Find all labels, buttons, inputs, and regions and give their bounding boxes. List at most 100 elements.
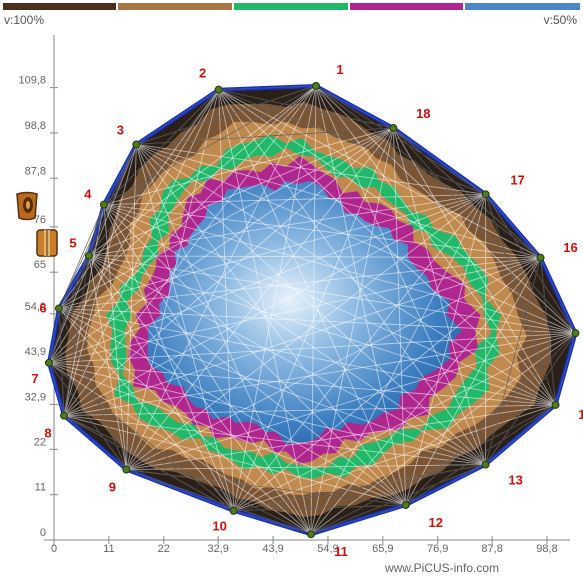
- sensor-point-11[interactable]: [306, 530, 315, 539]
- measurement-path-slow: [58, 255, 90, 309]
- measurement-path-slow: [126, 469, 312, 535]
- measurement-path: [126, 332, 576, 470]
- measurement-path: [58, 127, 394, 309]
- measurement-path-slow: [63, 415, 127, 470]
- sensor-point-8[interactable]: [59, 411, 68, 420]
- measurement-path: [63, 144, 137, 416]
- measurement-path-slow: [48, 362, 234, 512]
- measurement-path: [392, 127, 556, 406]
- sensor-point-13[interactable]: [481, 460, 490, 469]
- measurement-path: [218, 89, 576, 334]
- measurement-path: [405, 194, 487, 506]
- measurement-path: [126, 257, 541, 470]
- x-tick-label: 65,9: [372, 543, 393, 555]
- measurement-path: [392, 127, 487, 465]
- measurement-path: [233, 127, 394, 511]
- measurement-lines: [48, 85, 576, 535]
- sensor-point-4[interactable]: [99, 200, 108, 209]
- measurement-path: [63, 415, 486, 466]
- sensor-label-2: 2: [199, 66, 206, 81]
- sensor-label-16: 16: [563, 240, 577, 255]
- measurement-path: [58, 308, 486, 466]
- measurement-path-slow: [58, 308, 127, 470]
- measurement-path-slow: [315, 85, 394, 129]
- sensor-point-18[interactable]: [389, 124, 398, 132]
- measurement-path: [103, 204, 486, 465]
- y-tick-label: 109,8: [18, 75, 46, 87]
- measurement-path: [310, 194, 487, 535]
- x-tick-label: 0: [51, 543, 57, 555]
- measurement-path: [126, 464, 486, 470]
- sensor-label-17: 17: [510, 172, 524, 187]
- axes-layer: 0112232,943,954,965,976,987,898,8109,801…: [18, 35, 570, 555]
- velocity-min-label: v:50%: [543, 13, 577, 27]
- x-tick-label: 54,9: [317, 543, 338, 555]
- measurement-path-slow: [48, 204, 105, 363]
- measurement-path: [58, 257, 541, 309]
- measurement-path: [88, 255, 127, 470]
- measurement-path: [103, 204, 407, 506]
- measurement-path: [58, 308, 312, 535]
- measurement-path-slow: [88, 204, 105, 256]
- measurement-path: [310, 257, 541, 535]
- sensor-point-14[interactable]: [551, 400, 560, 409]
- x-tick-label: 76,9: [427, 543, 448, 555]
- measurement-path-slow: [233, 504, 406, 512]
- measurement-path: [233, 404, 556, 512]
- tree-trunk-section-icon[interactable]: [13, 191, 41, 221]
- sensor-point-2[interactable]: [214, 85, 223, 94]
- sensor-point-10[interactable]: [229, 506, 238, 515]
- measurement-path: [135, 144, 235, 511]
- measurement-path-slow: [485, 194, 541, 259]
- measurement-path-slow: [103, 89, 219, 205]
- sensor-point-15[interactable]: [571, 329, 580, 338]
- sensor-point-6[interactable]: [54, 304, 63, 313]
- measurement-path: [48, 193, 486, 364]
- measurement-path: [135, 144, 312, 535]
- measurement-path-slow: [136, 89, 219, 145]
- sensor-point-16[interactable]: [536, 253, 545, 262]
- measurement-path: [218, 89, 556, 406]
- y-tick-label: 0: [40, 527, 46, 539]
- sensor-label-11: 11: [334, 544, 348, 559]
- measurement-path-slow: [540, 257, 556, 405]
- sensor-point-1[interactable]: [311, 81, 320, 90]
- sensor-point-3[interactable]: [132, 140, 141, 149]
- measurement-path-slow: [315, 85, 486, 195]
- measurement-path-slow: [218, 89, 486, 195]
- measurement-path: [48, 362, 312, 535]
- measurement-path: [233, 257, 541, 512]
- sensor-point-12[interactable]: [401, 500, 410, 509]
- sensor-points: 123456789101112131415161718: [31, 62, 583, 559]
- y-tick-label: 43,9: [25, 346, 46, 358]
- sensor-point-5[interactable]: [84, 251, 93, 260]
- measurement-path: [58, 308, 407, 506]
- sensor-point-9[interactable]: [122, 465, 131, 474]
- sensor-point-17[interactable]: [481, 190, 490, 199]
- sensor-point-7[interactable]: [45, 358, 54, 367]
- measurement-path-slow: [233, 464, 486, 512]
- measurement-path: [310, 127, 394, 535]
- measurement-path: [405, 257, 541, 506]
- measurement-path-slow: [405, 332, 576, 506]
- measurement-path-slow: [126, 469, 406, 506]
- tree-trunk-side-icon[interactable]: [33, 228, 61, 258]
- measurement-path-slow: [136, 127, 394, 145]
- measurement-path-slow: [48, 362, 127, 470]
- measurement-path: [88, 127, 394, 257]
- footer-watermark[interactable]: www.PiCUS-info.com: [384, 561, 499, 575]
- measurement-path: [63, 127, 394, 416]
- measurement-path: [233, 85, 317, 511]
- color-scale-segment-1: [3, 3, 116, 10]
- measurement-path-slow: [103, 144, 137, 205]
- measurement-path: [103, 204, 312, 535]
- measurement-path: [48, 332, 576, 364]
- y-tick-label: 22: [34, 436, 46, 448]
- measurement-path: [63, 193, 486, 416]
- measurement-path: [136, 144, 486, 465]
- measurement-path-slow: [58, 204, 105, 309]
- measurement-path: [103, 204, 556, 406]
- measurement-path-slow: [485, 404, 556, 465]
- measurement-path: [63, 89, 220, 416]
- measurement-path-slow: [88, 89, 219, 256]
